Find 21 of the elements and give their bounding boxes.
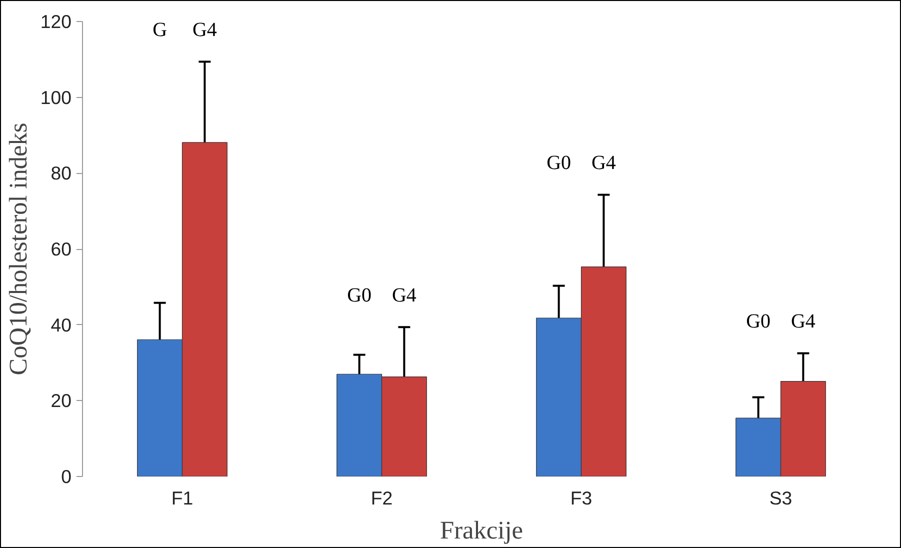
annotation: G4 <box>591 152 616 174</box>
y-tick-label: 60 <box>50 238 72 260</box>
y-tick-label: 100 <box>40 86 72 108</box>
y-tick-label: 120 <box>40 11 72 32</box>
x-tick-label: S3 <box>769 488 792 508</box>
annotation: G <box>152 18 168 41</box>
x-axis-title: Frakcije <box>440 516 523 544</box>
annotation: G4 <box>392 284 416 306</box>
y-tick-label: 20 <box>50 390 72 412</box>
annotation: G0 <box>546 152 572 174</box>
y-tick-label: 80 <box>50 162 72 184</box>
annotation: G0 <box>347 284 372 306</box>
y-tick-label: 0 <box>61 466 72 487</box>
x-tick-label: F3 <box>570 488 592 508</box>
y-tick-label: 40 <box>50 314 72 336</box>
y-axis-title: CoQ10/holesterol indeks <box>4 122 32 376</box>
annotation: G4 <box>790 310 816 332</box>
annotation: G4 <box>192 18 217 41</box>
x-tick-label: F2 <box>370 488 393 508</box>
x-tick-label: F1 <box>171 488 194 508</box>
annotation: G0 <box>746 310 771 332</box>
